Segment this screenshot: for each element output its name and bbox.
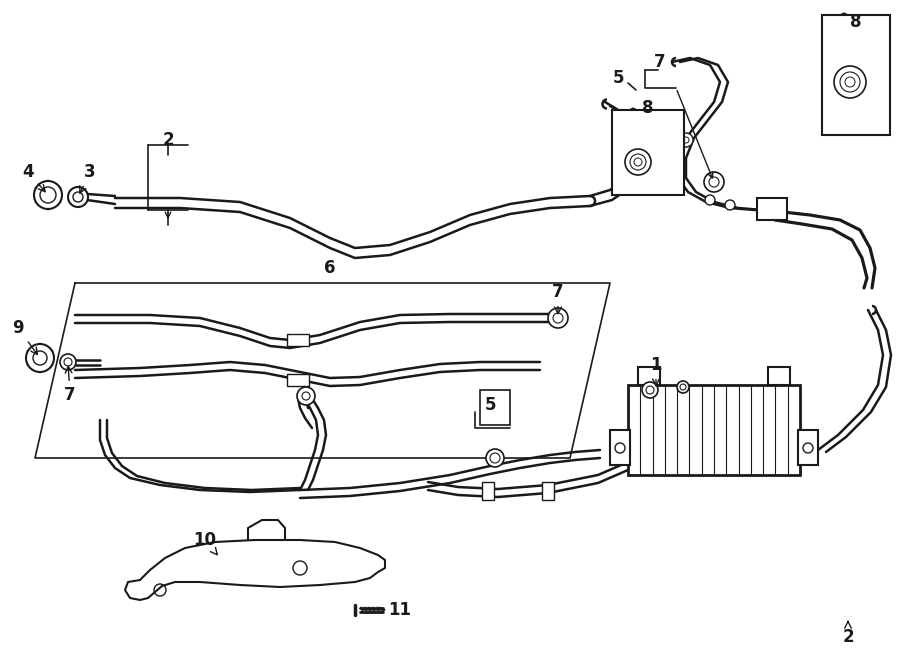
Text: 7: 7: [64, 366, 76, 404]
Text: 8: 8: [850, 13, 862, 31]
Text: 1: 1: [650, 356, 662, 385]
Text: 9: 9: [13, 319, 38, 354]
Bar: [768, 367, 790, 385]
Text: 2: 2: [162, 131, 174, 149]
Bar: [638, 367, 660, 385]
Circle shape: [725, 200, 735, 210]
Circle shape: [834, 66, 866, 98]
Text: 11: 11: [389, 601, 411, 619]
Text: 10: 10: [194, 531, 217, 555]
Text: 2: 2: [842, 621, 854, 646]
Circle shape: [642, 382, 658, 398]
Circle shape: [704, 172, 724, 192]
Circle shape: [68, 187, 88, 207]
Circle shape: [705, 195, 715, 205]
Bar: [482, 482, 494, 500]
Circle shape: [34, 181, 62, 209]
Text: 3: 3: [80, 163, 95, 193]
Circle shape: [60, 354, 76, 370]
Circle shape: [679, 133, 693, 147]
Bar: [610, 430, 630, 465]
Text: 5: 5: [484, 396, 496, 414]
Circle shape: [548, 308, 568, 328]
Circle shape: [486, 449, 504, 467]
Text: 4: 4: [22, 163, 45, 192]
Circle shape: [26, 344, 54, 372]
Circle shape: [625, 149, 651, 175]
Bar: [798, 430, 818, 465]
Text: 8: 8: [643, 99, 653, 117]
Bar: [822, 15, 890, 135]
Bar: [287, 334, 309, 346]
Circle shape: [297, 387, 315, 405]
Bar: [628, 385, 800, 475]
Text: 7: 7: [553, 283, 563, 314]
Text: 5: 5: [612, 69, 624, 87]
Bar: [612, 110, 684, 195]
Text: 6: 6: [324, 259, 336, 277]
Bar: [287, 374, 309, 386]
Bar: [480, 390, 510, 425]
Bar: [757, 198, 787, 220]
Bar: [542, 482, 554, 500]
Circle shape: [677, 381, 689, 393]
Text: 7: 7: [654, 53, 666, 71]
